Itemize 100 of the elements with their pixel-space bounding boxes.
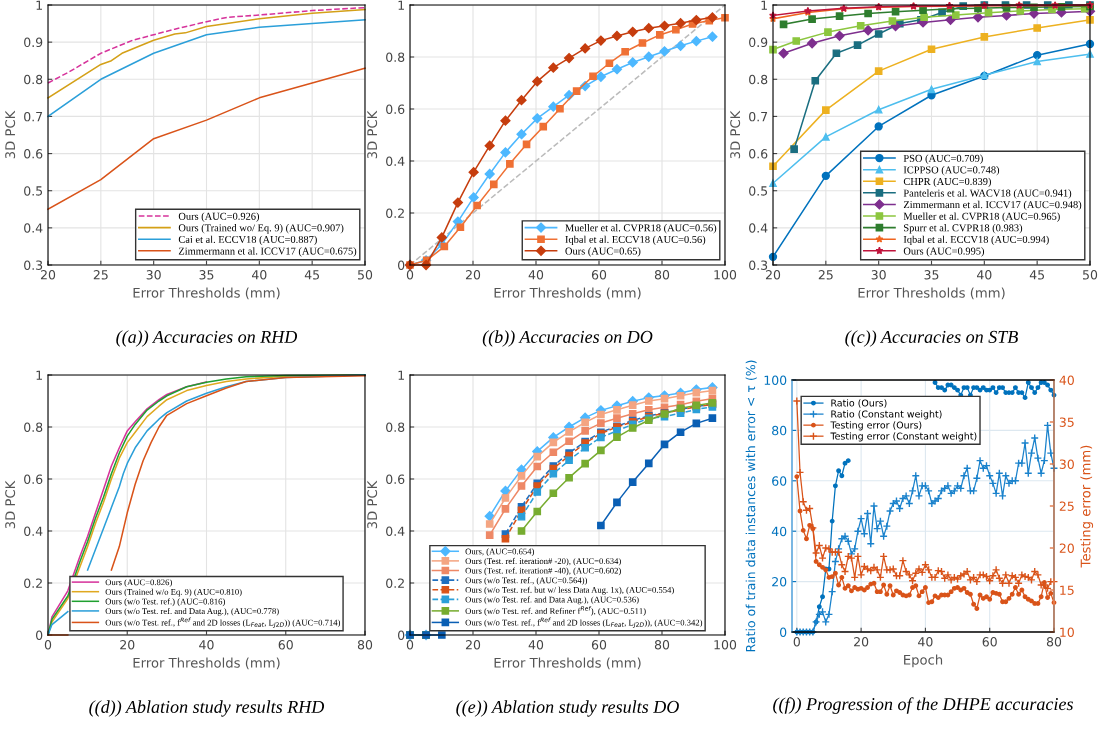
y-tick-label: 0.5 bbox=[24, 186, 43, 196]
y2-tick-label: 25 bbox=[1059, 501, 1074, 511]
y-axis-title: 3D PCK bbox=[367, 480, 378, 529]
y-tick-label: 0.2 bbox=[386, 578, 404, 588]
legend-label: Ours (AUC=0.926) bbox=[178, 212, 260, 222]
x-tick-label: 35 bbox=[924, 270, 939, 280]
legend-label: Ours (w/o Test. ref., f$^{Ref}$ and 2D losses (L$_{Feat}$, L$_{J2D}$)), (AUC=0.342) bbox=[465, 617, 703, 629]
x-tick-label: 0 bbox=[406, 270, 414, 280]
legend-label: Testing error (Constant weight) bbox=[830, 432, 977, 442]
y-tick-label: 0.6 bbox=[386, 104, 405, 114]
y-tick-label: 1 bbox=[398, 370, 404, 380]
x-tick-label: 35 bbox=[199, 270, 214, 280]
x-tick-label: 20 bbox=[465, 640, 481, 650]
legend-label: Ours (Test. ref. iteration# -40), (AUC=0.602) bbox=[465, 567, 621, 576]
x-axis-title: Error Thresholds (mm) bbox=[133, 287, 280, 300]
legend-label: Ours (AUC=0.826) bbox=[105, 579, 172, 587]
legend-label: Ours (AUC=0.65) bbox=[565, 247, 641, 257]
x-tick-label: 45 bbox=[304, 270, 320, 280]
y-tick-label: 0 bbox=[36, 630, 43, 640]
x-tick-label: 100 bbox=[714, 640, 737, 650]
y-axis-title: 3D PCK bbox=[5, 480, 16, 529]
y-tick-label: 0.6 bbox=[749, 149, 768, 159]
text: ((d)) Ablation study results RHD bbox=[89, 700, 325, 717]
y-tick-label: 40 bbox=[771, 526, 787, 537]
y-tick-label: 1 bbox=[36, 370, 42, 380]
legend-label: Ours (AUC=0.995) bbox=[903, 247, 985, 257]
legend-label: Ours (Trained w/o Eq. 9) (AUC=0.810) bbox=[105, 588, 242, 597]
y-tick-label: 0.4 bbox=[386, 156, 405, 166]
y-tick-label: 0.9 bbox=[749, 37, 768, 48]
x-axis-title: Error Thresholds (mm) bbox=[494, 287, 641, 300]
x-tick-label: 40 bbox=[976, 270, 992, 280]
legend-label: Ours (w/o Test. ref.) (AUC=0.816) bbox=[105, 598, 225, 607]
y-tick-label: 0.8 bbox=[749, 74, 768, 85]
y-axis-title: 3D PCK bbox=[730, 110, 741, 159]
y-tick-label: 0.8 bbox=[386, 422, 405, 432]
x-tick-label: 80 bbox=[357, 640, 373, 650]
x-tick-label: 50 bbox=[358, 270, 373, 280]
x-tick-label: 0 bbox=[793, 637, 800, 647]
text: ((b)) Accuracies on DO bbox=[482, 330, 653, 347]
x-tick-label: 60 bbox=[982, 637, 997, 647]
y-axis-title: Ratio of train data instances with error < τ (%) bbox=[745, 360, 757, 652]
x-tick-label: 20 bbox=[854, 637, 869, 647]
x-tick-label: 25 bbox=[93, 270, 108, 280]
y-tick-label: 0.6 bbox=[24, 149, 43, 159]
y-tick-label: 0.3 bbox=[24, 260, 43, 270]
legend-label: Ours (w/o Test. ref., (AUC=0.564)) bbox=[465, 577, 588, 585]
x-tick-label: 80 bbox=[654, 640, 670, 650]
text: ((c)) Accuracies on STB bbox=[845, 330, 1018, 347]
x-tick-label: 25 bbox=[818, 270, 833, 280]
y-tick-label: 0.4 bbox=[24, 526, 43, 536]
x-tick-label: 60 bbox=[591, 270, 607, 280]
y-axis-title: 3D PCK bbox=[5, 110, 16, 159]
x-tick-label: 80 bbox=[1046, 637, 1062, 647]
legend-label: Mueller et al. CVPR18 (AUC=0.56) bbox=[565, 224, 717, 234]
x-axis-title: Error Thresholds (mm) bbox=[494, 657, 641, 670]
y-tick-label: 1 bbox=[36, 0, 42, 10]
y-tick-label: 0.6 bbox=[24, 474, 43, 484]
legend-label: Ours (w/o Test. ref. and Data Aug.), (AUC=0.536) bbox=[465, 596, 639, 605]
y2-tick-label: 20 bbox=[1059, 543, 1074, 553]
y2-tick-label: 40 bbox=[1059, 375, 1074, 385]
y-tick-label: 20 bbox=[772, 577, 787, 587]
y-tick-label: 0.6 bbox=[386, 474, 405, 484]
y-tick-label: 0.8 bbox=[386, 52, 405, 62]
x-tick-label: 40 bbox=[528, 640, 544, 650]
legend-label: Ours (Test. ref. iteration# -20), (AUC=0.634) bbox=[465, 557, 621, 566]
x-tick-label: 60 bbox=[278, 640, 293, 650]
x-axis-title: Error Thresholds (mm) bbox=[133, 657, 280, 670]
legend-label: Ratio (Constant weight) bbox=[831, 410, 942, 420]
legend-label: Mueller et al. CVPR18 (AUC=0.965) bbox=[903, 212, 1060, 222]
legend-label: Ours (w/o Test. ref. and Refiner f$^{Ref}$), (AUC=0.511) bbox=[465, 605, 646, 616]
legend-label: CHPR (AUC=0.839) bbox=[903, 177, 991, 188]
y-tick-label: 1 bbox=[398, 0, 404, 10]
x-tick-label: 100 bbox=[714, 270, 737, 280]
x-tick-label: 30 bbox=[146, 270, 161, 280]
y-tick-label: 0.4 bbox=[749, 223, 768, 233]
y2-tick-label: 35 bbox=[1059, 417, 1074, 427]
x-tick-label: 0 bbox=[406, 640, 414, 650]
x-tick-label: 80 bbox=[654, 270, 670, 280]
legend-label: Cai et al. ECCV18 (AUC=0.887) bbox=[178, 235, 317, 246]
legend-label: Ours (w/o Test. ref. and Data Aug.), (AUC=0.778) bbox=[105, 607, 279, 616]
x-tick-label: 60 bbox=[591, 640, 607, 650]
legend-label: Zimmermann et al. ICCV17 (AUC=0.675) bbox=[178, 247, 357, 257]
y-axis-title: 3D PCK bbox=[367, 110, 378, 159]
y-tick-label: 100 bbox=[764, 375, 787, 385]
x-tick-label: 20 bbox=[120, 640, 135, 650]
y-tick-label: 60 bbox=[772, 476, 787, 486]
legend-label: Testing error (Ours) bbox=[830, 421, 922, 431]
legend-label: Ratio (Ours) bbox=[831, 399, 887, 408]
y-tick-label: 0.4 bbox=[24, 223, 43, 233]
legend-label: Iqbal et al. ECCV18 (AUC=0.994) bbox=[903, 235, 1049, 246]
y-tick-label: 0.8 bbox=[24, 74, 43, 85]
text: ((a)) Accuracies on RHD bbox=[116, 330, 298, 347]
legend-label: Panteleris et al. WACV18 (AUC=0.941) bbox=[903, 189, 1072, 199]
y-tick-label: 0.7 bbox=[24, 111, 43, 122]
legend-label: Zimmermann et al. ICCV17 (AUC=0.948) bbox=[903, 200, 1082, 211]
y2-tick-label: 15 bbox=[1060, 585, 1074, 595]
y-tick-label: 0 bbox=[398, 630, 405, 640]
y-tick-label: 1 bbox=[761, 0, 767, 10]
x-tick-label: 40 bbox=[528, 270, 544, 280]
x-tick-label: 0 bbox=[44, 640, 52, 650]
